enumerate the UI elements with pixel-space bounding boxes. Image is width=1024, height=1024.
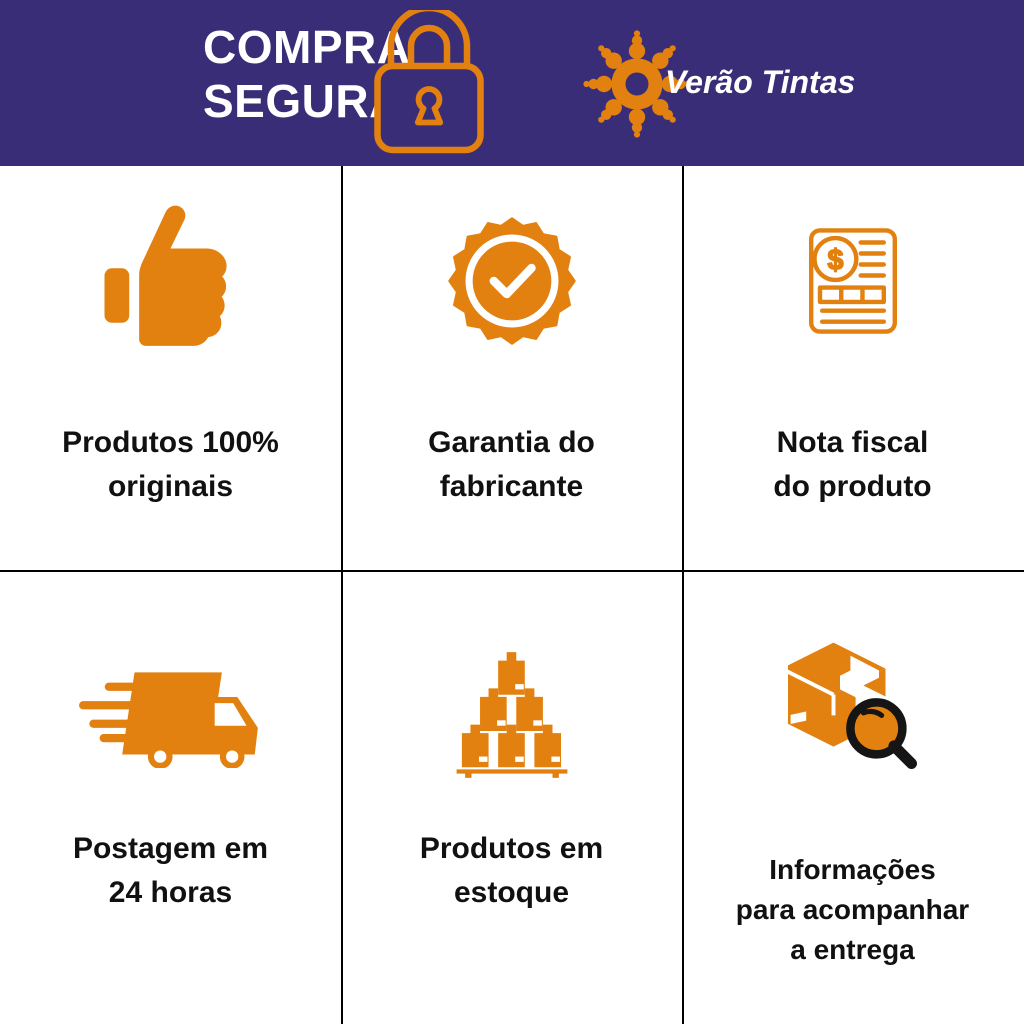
- svg-text:$: $: [827, 244, 843, 276]
